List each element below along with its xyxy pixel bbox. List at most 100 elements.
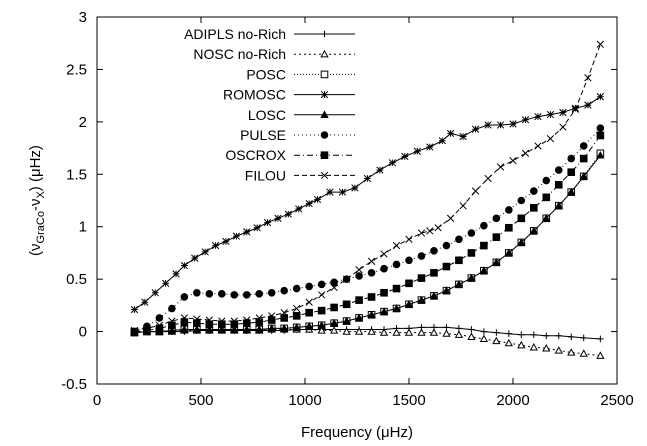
data-point xyxy=(597,125,604,132)
data-point xyxy=(555,347,562,353)
data-point xyxy=(531,344,538,350)
data-point xyxy=(402,153,409,160)
data-point xyxy=(381,289,388,296)
data-point xyxy=(352,185,359,192)
data-point xyxy=(468,250,475,257)
data-point xyxy=(219,321,226,328)
legend-marker xyxy=(321,91,328,98)
data-point xyxy=(427,228,434,235)
data-point xyxy=(506,330,513,337)
data-point xyxy=(181,262,188,269)
data-point xyxy=(431,248,438,255)
data-point xyxy=(580,155,587,162)
data-point xyxy=(580,335,587,342)
data-point xyxy=(543,194,550,201)
y-tick-label: 1 xyxy=(79,219,87,236)
data-point xyxy=(293,285,300,292)
data-point xyxy=(543,177,550,184)
data-point xyxy=(285,211,292,218)
data-point xyxy=(431,329,438,335)
data-point xyxy=(543,332,550,339)
data-point xyxy=(418,253,425,260)
data-point xyxy=(472,126,479,133)
data-point xyxy=(381,265,388,272)
data-point xyxy=(381,329,388,335)
y-axis-title-suffix: ) (μHz) xyxy=(27,145,44,191)
data-point xyxy=(152,289,159,296)
data-point xyxy=(481,222,488,229)
data-point xyxy=(443,263,450,270)
data-point xyxy=(202,249,209,256)
data-point xyxy=(318,307,325,314)
data-point xyxy=(393,285,400,292)
data-point xyxy=(331,327,338,333)
data-point xyxy=(555,167,562,174)
data-point xyxy=(356,273,363,280)
series-line xyxy=(134,155,600,332)
data-point xyxy=(318,292,325,299)
data-point xyxy=(368,294,375,301)
data-point xyxy=(531,188,538,195)
x-tick-label: 2500 xyxy=(600,392,633,409)
data-point xyxy=(306,283,313,290)
data-point xyxy=(468,230,475,237)
legend-marker xyxy=(321,152,328,159)
data-point xyxy=(456,257,463,264)
data-point xyxy=(356,297,363,304)
legend-label: PULSE xyxy=(240,127,286,143)
data-point xyxy=(339,189,346,196)
data-point xyxy=(580,143,587,150)
data-point xyxy=(406,257,413,264)
legend-label: ADIPLS no-Rich xyxy=(184,26,286,42)
data-point xyxy=(456,236,463,243)
x-tick-label: 1500 xyxy=(392,392,425,409)
series-filou xyxy=(131,41,604,334)
legend-label: LOSC xyxy=(248,107,286,123)
data-point xyxy=(431,270,438,277)
data-point xyxy=(518,331,525,338)
data-point xyxy=(531,331,538,338)
data-point xyxy=(560,109,567,116)
data-point xyxy=(156,315,163,322)
data-point xyxy=(243,292,250,299)
legend-marker xyxy=(321,31,328,38)
y-axis-title-sub1: GraCo xyxy=(35,211,47,243)
data-point xyxy=(506,340,513,346)
series-romosc xyxy=(131,93,604,312)
y-tick-label: 2.5 xyxy=(66,61,87,78)
data-point xyxy=(485,175,492,182)
data-point xyxy=(568,169,575,176)
data-point xyxy=(493,329,500,336)
data-point xyxy=(580,350,587,356)
data-point xyxy=(364,175,371,182)
legend-marker xyxy=(321,51,328,57)
y-tick-label: 0.5 xyxy=(66,271,87,288)
y-tick-label: -0.5 xyxy=(61,376,87,393)
data-point xyxy=(254,224,261,231)
data-point xyxy=(585,102,592,109)
data-point xyxy=(268,289,275,296)
data-point xyxy=(406,236,413,243)
data-point xyxy=(256,291,263,298)
legend-label: FILOU xyxy=(245,167,286,183)
data-point xyxy=(393,242,400,249)
data-point xyxy=(389,159,396,166)
data-point xyxy=(443,242,450,249)
data-point xyxy=(522,150,529,157)
data-point xyxy=(173,271,180,278)
y-axis-title-mid: -ν xyxy=(27,199,44,212)
data-point xyxy=(568,155,575,162)
data-point xyxy=(585,75,592,82)
data-point xyxy=(381,251,388,258)
y-tick-label: 2 xyxy=(79,114,87,131)
data-point xyxy=(456,331,463,337)
data-point xyxy=(219,291,226,298)
data-point xyxy=(223,238,230,245)
data-point xyxy=(447,215,454,222)
data-point xyxy=(194,289,201,296)
data-point xyxy=(306,200,313,207)
data-point xyxy=(327,189,334,196)
data-point xyxy=(233,233,240,240)
data-point xyxy=(264,219,271,226)
data-point xyxy=(472,188,479,195)
